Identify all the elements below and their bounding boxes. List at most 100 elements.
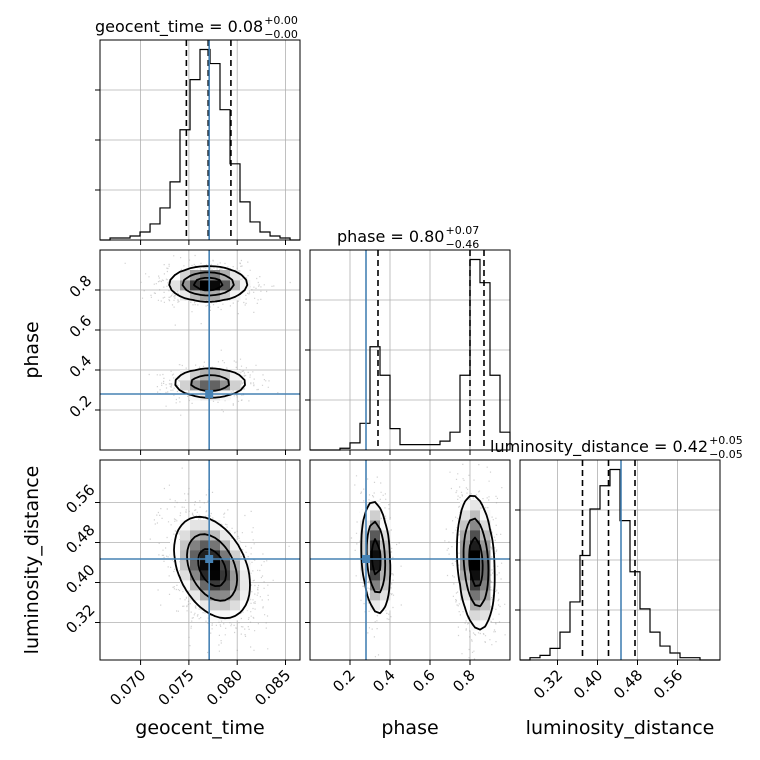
density-cell xyxy=(190,540,201,551)
histogram-step xyxy=(520,468,720,661)
density-cell xyxy=(190,390,201,401)
density-cell xyxy=(230,600,241,611)
density-cell xyxy=(380,590,391,601)
hist-phase-panel xyxy=(305,249,511,455)
density-cell xyxy=(230,590,241,601)
density-cell xyxy=(370,580,381,591)
panel-phase-vs-geocent-time: 0.2 0.4 0.6 0.8 xyxy=(66,249,301,455)
density-cell xyxy=(210,530,221,541)
axes-frame xyxy=(309,459,511,661)
density-cell xyxy=(230,570,241,581)
injection-marker xyxy=(362,555,370,563)
density-cell xyxy=(230,380,241,391)
density-cell xyxy=(370,600,381,611)
density-cell xyxy=(240,570,251,581)
density-cell xyxy=(470,560,481,571)
density-cell xyxy=(460,560,471,571)
x-tick-label: 0.48 xyxy=(610,666,646,702)
density-cell xyxy=(460,600,471,611)
density-cell xyxy=(380,580,391,591)
title-luminosity-distance: luminosity_distance = 0.42 +0.05−0.05 xyxy=(490,434,743,461)
y-tick-label: 0.8 xyxy=(66,272,96,302)
density-cell xyxy=(240,560,251,571)
title-minus-error: −0.00 xyxy=(264,28,298,41)
density-cell xyxy=(470,570,481,581)
density-cell xyxy=(190,380,201,391)
density-cell xyxy=(180,560,191,571)
density-cell xyxy=(370,550,381,561)
density-cell xyxy=(210,520,221,531)
x-tick-label: 0.40 xyxy=(570,666,606,702)
density-cell xyxy=(180,270,191,281)
title-minus-error: −0.46 xyxy=(445,238,479,251)
density-cell xyxy=(220,600,231,611)
density-cell xyxy=(230,580,241,591)
density-cell xyxy=(370,520,381,531)
density-cell xyxy=(470,530,481,541)
density-cell xyxy=(220,610,231,621)
x-tick-label: 0.075 xyxy=(155,666,198,709)
density-cell xyxy=(190,580,201,591)
y-tick-label: 0.2 xyxy=(66,392,96,422)
density-cell xyxy=(460,500,471,511)
density-contour xyxy=(173,515,251,620)
density-cell xyxy=(210,600,221,611)
density-cell xyxy=(200,560,211,571)
density-cell xyxy=(170,280,181,291)
x-tick-label: 0.4 xyxy=(369,666,399,696)
density-cell xyxy=(370,510,381,521)
hist-luminosity-distance-panel: 0.32 0.40 0.48 0.56 xyxy=(515,459,721,702)
density-contour xyxy=(168,265,249,399)
density-cell xyxy=(480,610,491,621)
density-contour xyxy=(365,517,490,608)
panel-luminosity-distance-vs-geocent-time: 0.070 0.075 0.080 0.085 0.32 0.40 0.48 0.56 xyxy=(62,459,301,709)
density-cell xyxy=(460,590,471,601)
density-cell xyxy=(190,570,201,581)
density-cell xyxy=(180,290,191,301)
density-cell xyxy=(470,550,481,561)
axes-frame xyxy=(519,459,721,661)
density-cell xyxy=(220,530,231,541)
injection-marker xyxy=(205,555,214,563)
density-cell xyxy=(220,290,231,301)
axes-frame xyxy=(99,249,301,451)
density-cell xyxy=(230,370,241,381)
density-cell xyxy=(480,600,491,611)
density-contour xyxy=(360,495,496,631)
density-cell xyxy=(210,570,221,581)
density-cell xyxy=(220,380,231,391)
density-cell xyxy=(200,530,211,541)
density-cell xyxy=(470,620,481,631)
density-contour xyxy=(193,276,224,292)
density-cell xyxy=(240,590,251,601)
y-tick-label: 0.6 xyxy=(66,312,96,342)
density-cell xyxy=(230,290,241,301)
density-cell xyxy=(460,520,471,531)
density-cell xyxy=(220,580,231,591)
density-cell xyxy=(190,530,201,541)
x-tick-label: 0.085 xyxy=(251,666,294,709)
panel-contents xyxy=(100,250,300,450)
y-tick-label: 0.4 xyxy=(66,352,96,382)
density-cell xyxy=(180,530,191,541)
density-cell xyxy=(180,550,191,561)
density-cell xyxy=(180,370,191,381)
density-cell xyxy=(210,390,221,401)
density-cell xyxy=(210,540,221,551)
density-cell xyxy=(470,500,481,511)
scatter-points xyxy=(350,460,506,660)
density-contour xyxy=(181,271,235,392)
density-cell xyxy=(200,280,211,291)
density-cell xyxy=(480,510,491,521)
svg-text:luminosity_distance = 0.42: luminosity_distance = 0.42 xyxy=(490,437,708,457)
panel-contents xyxy=(100,460,300,660)
density-cell xyxy=(200,380,211,391)
title-plus-error: +0.05 xyxy=(709,434,743,447)
x-tick-label: 0.8 xyxy=(449,666,479,696)
density-cell xyxy=(180,580,191,591)
y-tick-label: 0.32 xyxy=(62,601,98,637)
density-cell xyxy=(480,520,491,531)
density-cell xyxy=(210,270,221,281)
density-cell xyxy=(200,600,211,611)
density-cell xyxy=(190,550,201,561)
